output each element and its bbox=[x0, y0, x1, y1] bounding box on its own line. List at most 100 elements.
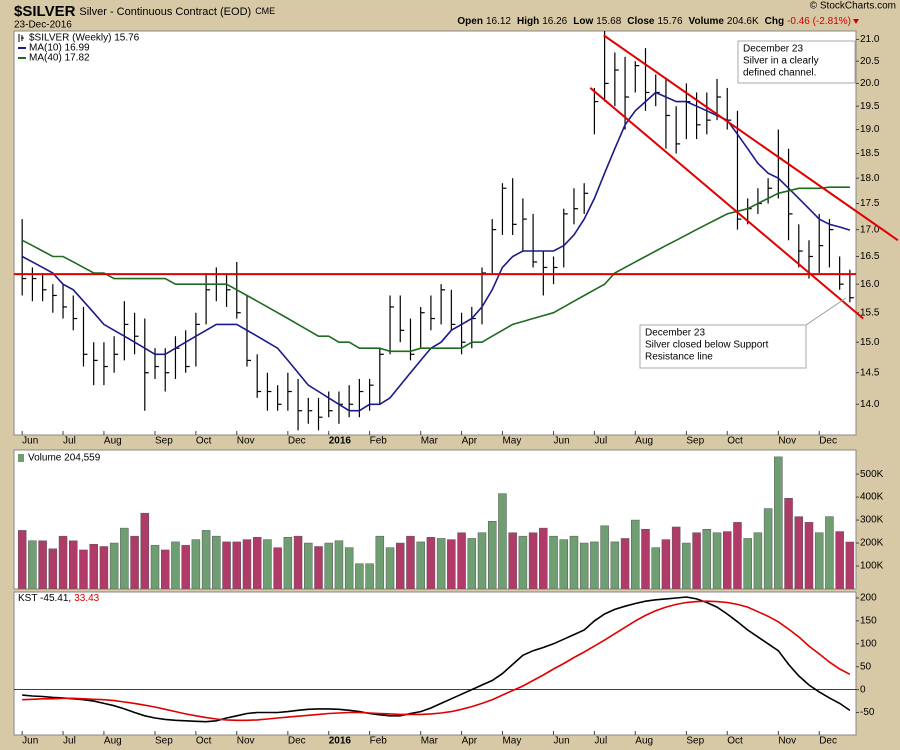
y-tick-label: 14.5 bbox=[860, 367, 880, 378]
legend: KST -45.41, 33.43 bbox=[18, 593, 100, 604]
volume-bar bbox=[743, 538, 752, 589]
y-tick-label: 200K bbox=[860, 538, 884, 549]
x-tick-label: Sep bbox=[686, 736, 704, 747]
volume-bar bbox=[324, 542, 333, 589]
channel-line bbox=[603, 34, 899, 242]
y-tick-label: 50 bbox=[860, 661, 872, 672]
annotation-text: Resistance line bbox=[645, 352, 713, 363]
volume-bar bbox=[508, 532, 517, 589]
volume-bar bbox=[222, 541, 231, 589]
volume-bar bbox=[140, 512, 150, 589]
volume-bar bbox=[416, 541, 425, 589]
volume-bar bbox=[498, 493, 507, 589]
x-tick-label: Oct bbox=[196, 736, 212, 747]
volume-bar bbox=[69, 540, 78, 589]
y-tick-label: 0 bbox=[860, 684, 866, 695]
volume-bar bbox=[375, 535, 385, 589]
volume-bar bbox=[242, 539, 252, 589]
annotation-box bbox=[737, 40, 856, 84]
quote-label: Open bbox=[457, 16, 483, 27]
annotation-text: December 23 bbox=[743, 44, 803, 55]
volume-bar bbox=[784, 497, 793, 589]
volume-bar bbox=[641, 529, 650, 589]
volume-bar bbox=[682, 542, 691, 589]
volume-bar bbox=[692, 532, 701, 589]
volume-bar bbox=[38, 540, 47, 589]
volume-bar bbox=[702, 529, 712, 589]
x-tick-label: Dec bbox=[819, 736, 837, 747]
annotation-box bbox=[639, 324, 807, 369]
x-tick-label: Nov bbox=[237, 436, 255, 447]
legend-entry: 33.43 bbox=[74, 593, 99, 604]
annotation-text: defined channel. bbox=[743, 68, 816, 79]
volume-bar bbox=[722, 531, 732, 589]
volume-bar bbox=[58, 535, 68, 589]
x-tick-label: May bbox=[502, 736, 521, 747]
volume-bar bbox=[712, 532, 722, 589]
exchange: CME bbox=[255, 6, 275, 16]
y-tick-label: 18.5 bbox=[860, 148, 880, 159]
x-tick-label: Oct bbox=[727, 436, 743, 447]
volume-bar bbox=[426, 537, 436, 589]
volume-bar bbox=[212, 535, 221, 589]
line-series bbox=[21, 91, 851, 412]
volume-bar bbox=[48, 548, 58, 589]
credit: © StockCharts.com bbox=[810, 1, 896, 12]
volume-bar bbox=[232, 541, 242, 589]
volume-bar bbox=[631, 519, 640, 589]
x-tick-label: Aug bbox=[635, 436, 653, 447]
x-tick-label: Aug bbox=[104, 436, 122, 447]
volume-bar bbox=[171, 541, 180, 589]
volume-bar bbox=[477, 532, 487, 589]
x-tick-label: Mar bbox=[421, 436, 439, 447]
channel-line bbox=[589, 87, 864, 320]
x-tick-label: Oct bbox=[196, 436, 212, 447]
volume-bar bbox=[487, 520, 497, 589]
volume-bar bbox=[518, 535, 528, 589]
volume-bar bbox=[406, 535, 415, 589]
volume-bar bbox=[28, 540, 37, 589]
down-marker bbox=[853, 19, 859, 24]
volume-bar bbox=[99, 546, 109, 589]
quote-label: High bbox=[517, 16, 539, 27]
volume-plot bbox=[17, 456, 855, 589]
x-tick-label: Mar bbox=[421, 736, 439, 747]
volume-bar bbox=[160, 549, 170, 589]
x-tick-label: Nov bbox=[237, 736, 255, 747]
volume-bar bbox=[610, 541, 620, 589]
x-tick-label: Jul bbox=[63, 736, 76, 747]
chart-title: $SILVER bbox=[14, 3, 76, 20]
volume-bar bbox=[763, 508, 773, 589]
volume-bar bbox=[579, 542, 589, 589]
y-tick-label: 14.0 bbox=[860, 399, 880, 410]
legend-entry: $SILVER (Weekly) 15.76 bbox=[29, 33, 140, 44]
volume-bar bbox=[549, 535, 558, 589]
y-tick-label: 20.0 bbox=[860, 78, 880, 89]
volume-bar bbox=[252, 537, 262, 589]
y-tick-label: 150 bbox=[860, 616, 877, 627]
x-tick-label: Aug bbox=[104, 736, 122, 747]
quote-value: 16.26 bbox=[542, 16, 567, 27]
x-tick-label: Sep bbox=[155, 436, 173, 447]
y-tick-label: 17.5 bbox=[860, 198, 880, 209]
volume-bar bbox=[528, 532, 538, 589]
volume-bar bbox=[17, 530, 27, 589]
legend-swatch bbox=[18, 454, 24, 462]
line-series bbox=[22, 596, 851, 723]
quote-label: Close bbox=[627, 16, 655, 27]
volume-bar bbox=[671, 526, 681, 589]
y-tick-label: 19.0 bbox=[860, 124, 880, 135]
volume-bar bbox=[385, 547, 395, 589]
volume-bar bbox=[150, 545, 160, 589]
y-tick-label: 20.5 bbox=[860, 56, 880, 67]
volume-bar bbox=[569, 535, 579, 589]
y-tick-label: 200 bbox=[860, 593, 877, 604]
quote-value: 15.68 bbox=[596, 16, 621, 27]
quote-label: Low bbox=[573, 16, 593, 27]
y-tick-label: 100 bbox=[860, 638, 877, 649]
quote: Open 16.12 High 16.26 Low 15.68 Close 15.76 Volu… bbox=[457, 16, 851, 27]
volume-bar bbox=[590, 541, 599, 589]
x-tick-label: Sep bbox=[686, 436, 704, 447]
volume-bar bbox=[457, 532, 466, 589]
x-tick-label: Jul bbox=[594, 436, 607, 447]
